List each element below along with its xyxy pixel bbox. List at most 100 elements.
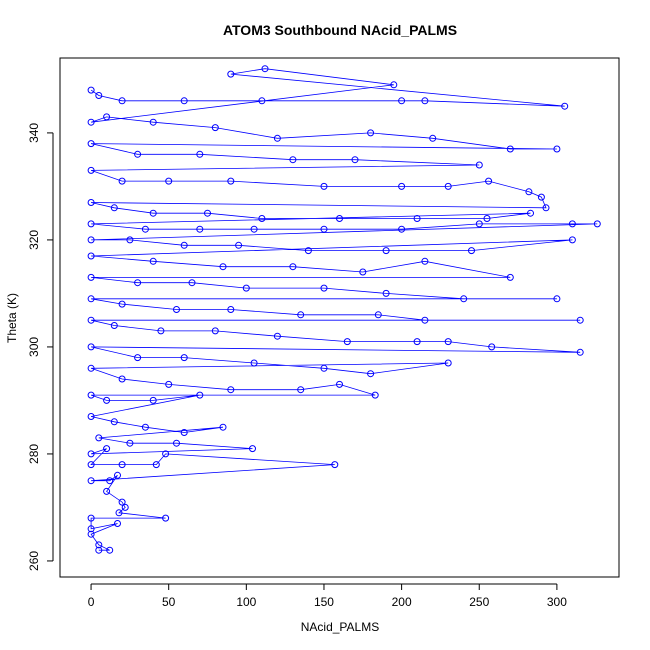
x-tick-label: 200 bbox=[392, 595, 412, 609]
x-axis-label: NAcid_PALMS bbox=[301, 620, 379, 634]
data-point bbox=[196, 225, 204, 233]
data-point bbox=[87, 514, 95, 522]
data-point bbox=[87, 118, 95, 126]
data-point bbox=[110, 418, 118, 426]
data-point bbox=[173, 439, 180, 447]
data-point bbox=[118, 177, 126, 185]
data-point bbox=[367, 129, 375, 137]
data-point bbox=[371, 391, 379, 399]
data-point bbox=[87, 220, 95, 228]
data-point bbox=[87, 295, 95, 303]
data-point bbox=[250, 225, 258, 233]
data-point bbox=[258, 215, 266, 222]
data-point bbox=[87, 86, 95, 94]
data-point bbox=[110, 322, 118, 329]
plot-area bbox=[59, 57, 620, 578]
data-point bbox=[297, 386, 305, 394]
data-point bbox=[162, 450, 170, 458]
data-point bbox=[320, 225, 328, 233]
data-point bbox=[429, 134, 437, 142]
data-point bbox=[289, 263, 297, 271]
data-point bbox=[114, 471, 121, 479]
x-tick-label: 0 bbox=[88, 595, 95, 609]
data-point bbox=[561, 102, 569, 110]
data-point bbox=[87, 461, 95, 469]
data-point bbox=[106, 477, 114, 485]
data-point bbox=[421, 316, 429, 324]
data-point bbox=[506, 273, 514, 281]
data-point bbox=[95, 434, 103, 442]
data-point bbox=[87, 166, 95, 174]
data-point bbox=[118, 97, 126, 105]
data-point bbox=[553, 145, 561, 153]
data-point bbox=[180, 429, 188, 436]
data-point bbox=[188, 279, 196, 287]
data-point bbox=[87, 343, 95, 351]
data-point bbox=[374, 311, 382, 319]
y-tick-label: 280 bbox=[27, 444, 41, 464]
data-point bbox=[382, 247, 390, 255]
data-point bbox=[196, 150, 204, 158]
data-point bbox=[134, 150, 142, 158]
data-point bbox=[118, 498, 126, 506]
data-point bbox=[103, 113, 111, 121]
data-point bbox=[126, 439, 134, 447]
data-point bbox=[421, 97, 429, 105]
data-point bbox=[115, 509, 123, 517]
data-point bbox=[219, 423, 227, 431]
series-lines bbox=[90, 68, 598, 551]
data-point bbox=[483, 215, 491, 222]
data-point bbox=[162, 514, 170, 522]
data-point bbox=[390, 81, 398, 89]
data-point bbox=[173, 306, 180, 313]
data-point bbox=[196, 391, 204, 399]
data-point bbox=[537, 193, 545, 201]
data-point bbox=[460, 295, 468, 303]
data-point bbox=[180, 354, 188, 362]
data-point bbox=[227, 177, 235, 185]
data-point bbox=[242, 284, 250, 292]
data-point bbox=[553, 295, 561, 303]
data-point bbox=[336, 215, 343, 222]
x-tick-label: 300 bbox=[547, 595, 567, 609]
y-tick-label: 320 bbox=[27, 230, 41, 250]
data-point bbox=[204, 209, 211, 217]
data-point bbox=[87, 391, 95, 399]
data-point bbox=[106, 546, 114, 554]
data-point bbox=[343, 338, 351, 346]
data-point bbox=[475, 220, 483, 228]
x-tick-label: 250 bbox=[469, 595, 489, 609]
series-points bbox=[87, 65, 601, 554]
data-point bbox=[273, 134, 281, 142]
data-point bbox=[475, 161, 483, 169]
data-point bbox=[114, 520, 121, 527]
data-point bbox=[219, 263, 227, 271]
series-line bbox=[90, 68, 598, 551]
data-point bbox=[165, 380, 173, 388]
data-point bbox=[134, 354, 142, 362]
data-point bbox=[525, 188, 533, 196]
data-point bbox=[211, 124, 219, 132]
data-point bbox=[110, 204, 118, 212]
data-point bbox=[87, 140, 95, 148]
data-point bbox=[118, 300, 126, 308]
data-point bbox=[103, 445, 111, 453]
data-point bbox=[87, 199, 95, 206]
data-point bbox=[121, 503, 129, 511]
data-point bbox=[320, 284, 328, 292]
data-point bbox=[87, 236, 95, 244]
data-point bbox=[227, 306, 235, 313]
x-tick-label: 150 bbox=[314, 595, 334, 609]
data-point bbox=[87, 525, 95, 533]
data-point bbox=[141, 423, 149, 431]
data-point bbox=[398, 182, 406, 190]
chart-title: ATOM3 Southbound NAcid_PALMS bbox=[223, 22, 457, 38]
y-tick-label: 300 bbox=[27, 337, 41, 357]
data-point bbox=[320, 364, 328, 372]
data-point bbox=[413, 215, 421, 222]
data-point bbox=[336, 380, 343, 388]
data-point bbox=[576, 348, 584, 356]
data-point bbox=[568, 236, 576, 244]
data-point bbox=[527, 209, 534, 217]
data-point bbox=[331, 461, 339, 469]
